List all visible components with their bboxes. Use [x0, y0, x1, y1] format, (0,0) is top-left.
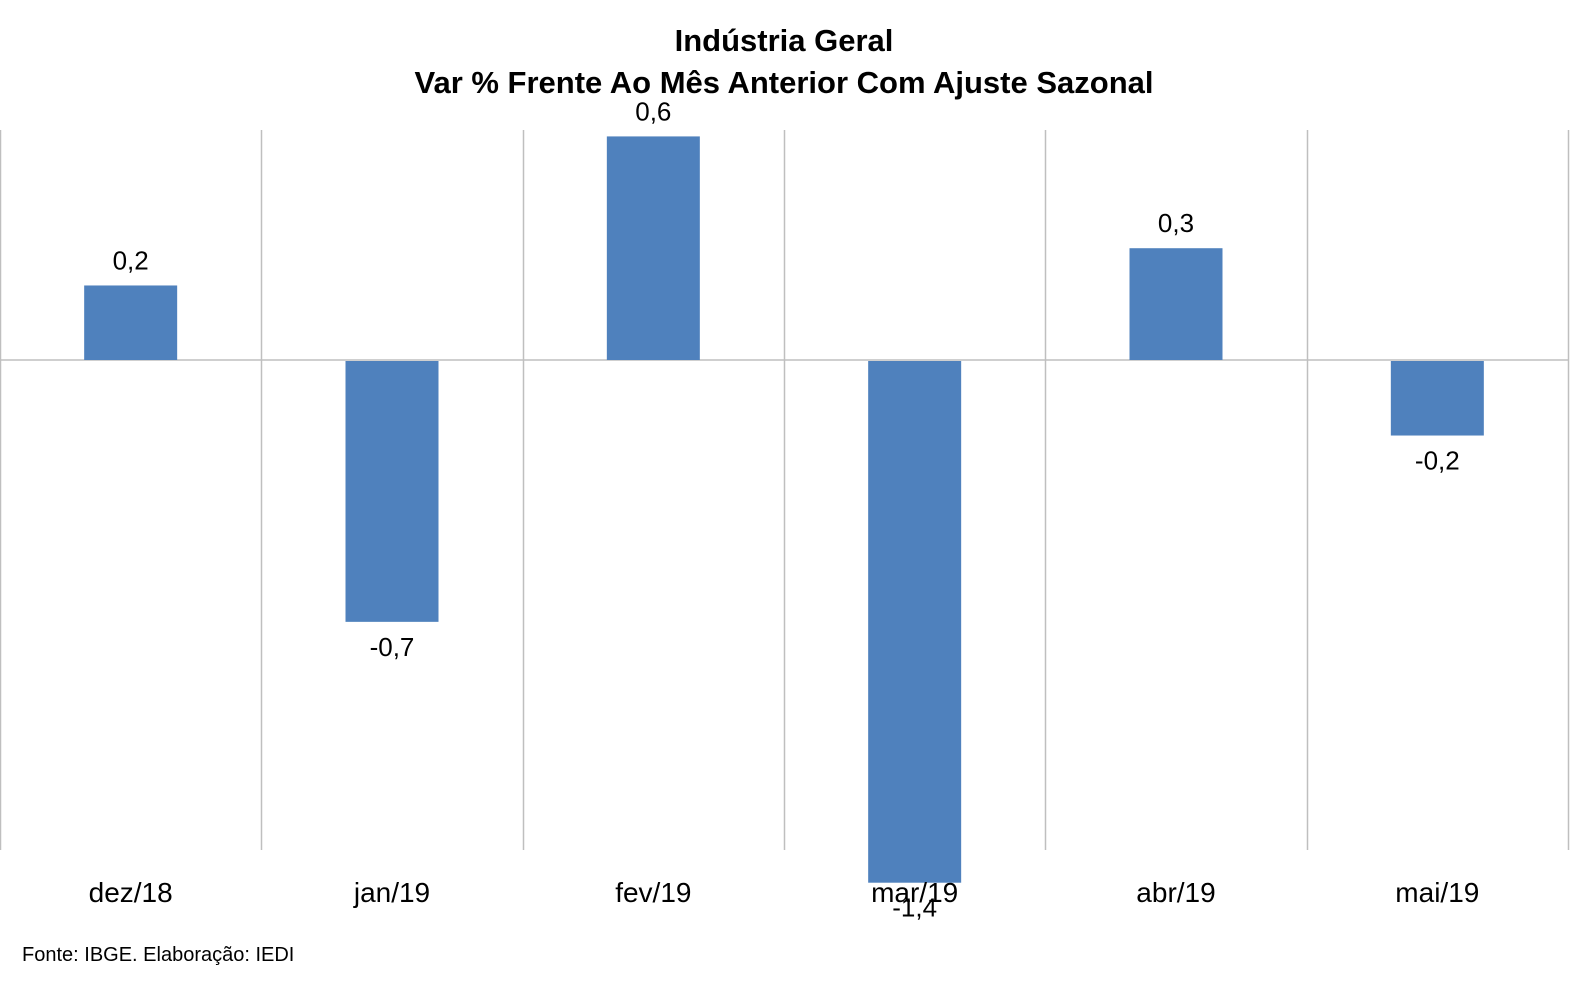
chart-subtitle: Var % Frente Ao Mês Anterior Com Ajuste …: [414, 65, 1154, 100]
data-label: 0,3: [1158, 208, 1194, 238]
x-tick-label: abr/19: [1136, 877, 1215, 908]
data-label: -1,4: [892, 893, 937, 923]
bar-mai-19: [1390, 361, 1484, 436]
x-tick-label: mar/19: [871, 877, 958, 908]
bar-fev-19: [606, 136, 700, 360]
source-note: Fonte: IBGE. Elaboração: IEDI: [22, 944, 295, 966]
bar-jan-19: [345, 361, 439, 622]
x-tick-label: jan/19: [353, 877, 430, 908]
bar-chart: 0,2 -0,7 0,6 -1,4 0,3 -0,2 dez/18 jan/19 fev/19…: [0, 96, 1570, 923]
bar-abr-19: [1129, 248, 1223, 360]
data-label: -0,7: [370, 632, 415, 662]
x-tick-label: fev/19: [615, 877, 691, 908]
x-tick-label: dez/18: [89, 877, 173, 908]
data-label: 0,6: [635, 96, 671, 126]
chart-title: Indústria Geral: [674, 23, 894, 58]
x-tick-label: mai/19: [1395, 877, 1479, 908]
data-label: 0,2: [113, 245, 149, 275]
bar-dez-18: [84, 285, 178, 360]
bar-mar-19: [868, 361, 962, 883]
data-label: -0,2: [1415, 446, 1460, 476]
